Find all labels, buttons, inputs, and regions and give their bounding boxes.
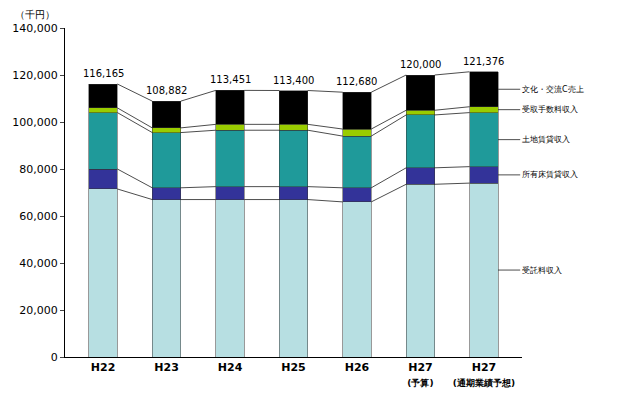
svg-text:100,000: 100,000 bbox=[12, 116, 58, 129]
svg-text:H26: H26 bbox=[345, 361, 370, 374]
svg-text:受託料収入: 受託料収入 bbox=[522, 266, 562, 275]
svg-text:116,165: 116,165 bbox=[83, 68, 124, 79]
svg-text:121,376: 121,376 bbox=[463, 56, 504, 67]
svg-text:文化・交流C売上: 文化・交流C売上 bbox=[522, 85, 584, 94]
svg-text:20,000: 20,000 bbox=[19, 304, 58, 317]
svg-text:112,680: 112,680 bbox=[336, 76, 377, 87]
svg-text:H27(通期業績予想): H27(通期業績予想) bbox=[453, 361, 515, 387]
svg-text:所有床賃貸収入: 所有床賃貸収入 bbox=[522, 170, 578, 179]
svg-text:H24: H24 bbox=[218, 361, 243, 374]
svg-text:120,000: 120,000 bbox=[400, 59, 441, 70]
svg-text:H27(予算): H27(予算) bbox=[407, 361, 433, 387]
svg-text:113,400: 113,400 bbox=[273, 75, 314, 86]
svg-text:40,000: 40,000 bbox=[19, 257, 58, 270]
svg-text:60,000: 60,000 bbox=[19, 210, 58, 223]
svg-text:120,000: 120,000 bbox=[12, 69, 58, 82]
svg-text:土地賃貸収入: 土地賃貸収入 bbox=[522, 135, 570, 144]
svg-text:80,000: 80,000 bbox=[19, 163, 58, 176]
svg-text:113,451: 113,451 bbox=[210, 74, 251, 85]
svg-text:0: 0 bbox=[51, 351, 58, 364]
svg-text:H25: H25 bbox=[281, 361, 306, 374]
svg-text:受取手数料収入: 受取手数料収入 bbox=[522, 105, 578, 114]
svg-text:H22: H22 bbox=[91, 361, 116, 374]
svg-text:H23: H23 bbox=[154, 361, 179, 374]
svg-text:108,882: 108,882 bbox=[146, 85, 187, 96]
svg-text:（千円）: （千円） bbox=[15, 9, 55, 20]
svg-text:140,000: 140,000 bbox=[12, 22, 58, 35]
